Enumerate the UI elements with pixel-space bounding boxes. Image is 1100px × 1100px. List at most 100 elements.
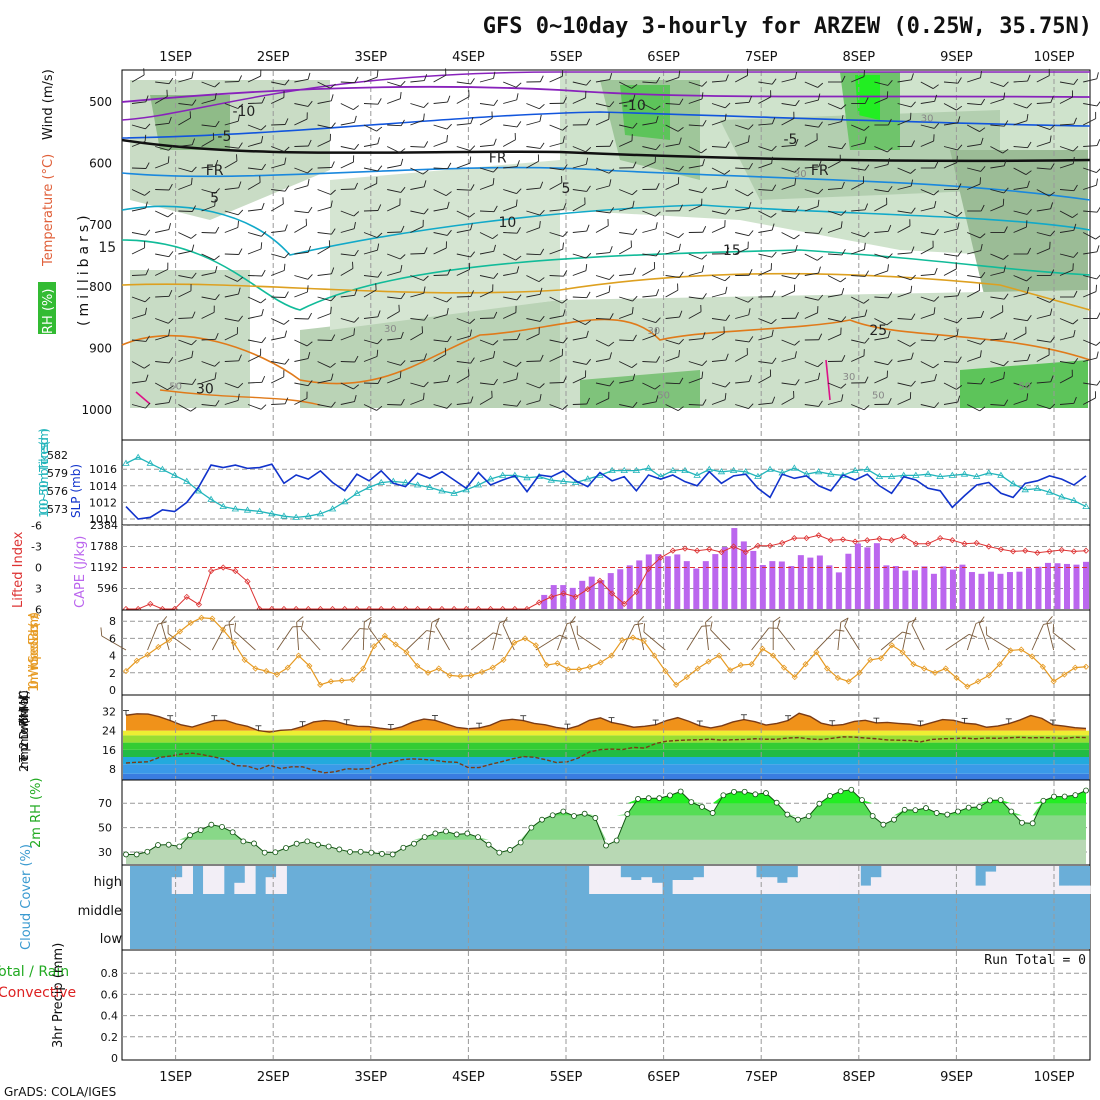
- wind-barb: [456, 396, 474, 405]
- thickness-marker: [146, 459, 155, 466]
- wind-barb-shaft: [572, 318, 586, 326]
- wind-barb: [595, 207, 615, 214]
- wind-barb-flag: [748, 95, 753, 103]
- wind-barb: [526, 327, 540, 341]
- wind-barb: [363, 310, 381, 319]
- wind-barb-flag: [933, 200, 937, 208]
- wind-barb-shaft: [294, 251, 309, 255]
- wind-barb-shaft: [131, 274, 147, 276]
- thickness-marker: [693, 471, 701, 478]
- wind-barb: [897, 219, 911, 233]
- wind-barb-flag: [678, 338, 684, 345]
- cloud-bar: [630, 880, 642, 894]
- wind-barb-flag: [771, 357, 777, 364]
- thickness-marker: [353, 489, 361, 496]
- wind-barb: [897, 313, 916, 320]
- wind-barb-flag: [934, 334, 939, 342]
- wind-barb: [131, 268, 150, 276]
- wind-barb-flag: [1072, 263, 1074, 271]
- wind-barb: [363, 204, 382, 212]
- wind-barb-flag: [864, 376, 869, 383]
- wind-barb-shaft: [271, 81, 285, 86]
- wind-barb-flag: [237, 382, 244, 389]
- wind-barb: [851, 136, 867, 147]
- thickness-marker: [875, 472, 884, 479]
- rh-marker: [485, 841, 492, 848]
- wind-barb: [155, 183, 173, 191]
- wind-barb-flag: [400, 360, 406, 366]
- wind-barb-shaft: [595, 318, 611, 320]
- wind-barb-flag: [887, 118, 892, 126]
- cape-bar: [835, 572, 842, 609]
- wind-barb-flag: [516, 400, 522, 407]
- barb-shaft: [577, 633, 601, 651]
- wind-barb-shaft: [433, 247, 447, 255]
- wind-barb-flag: [145, 374, 149, 382]
- wind-barb: [317, 228, 336, 235]
- wind-barb: [619, 373, 636, 384]
- wind-barb-flag: [841, 316, 847, 322]
- wind-barb-flag: [400, 264, 403, 272]
- rh-marker: [699, 803, 705, 810]
- wind-barb: [572, 157, 589, 169]
- wind-barb-flag: [840, 383, 847, 389]
- rh-marker: [315, 841, 321, 848]
- wind-barb-flag: [725, 180, 729, 188]
- wind-barb: [526, 248, 545, 256]
- li-marker: [1010, 548, 1017, 555]
- wind-barb-flag: [423, 314, 429, 321]
- wind-barb-flag: [329, 133, 331, 141]
- wind-barb-shaft: [1013, 275, 1027, 282]
- wind-barb: [526, 382, 545, 389]
- thickness-marker: [1082, 502, 1090, 509]
- wind-barb: [688, 146, 707, 154]
- barb-flag: [100, 627, 103, 637]
- wind-barb-shaft: [479, 103, 494, 106]
- barb-shaft: [911, 624, 925, 651]
- wind-barb-flag: [328, 240, 331, 248]
- wind-barb-flag: [609, 179, 612, 186]
- wind-barb: [340, 328, 355, 341]
- wind-barb: [155, 251, 174, 258]
- wind-barb-shaft: [503, 272, 518, 276]
- wind-barb-shaft: [735, 124, 749, 130]
- wind-barb-flag: [400, 331, 404, 339]
- wind-barb-shaft: [271, 253, 285, 259]
- wind-barb: [990, 146, 1009, 154]
- wind-barb: [1036, 189, 1055, 197]
- wind-barb-flag: [306, 112, 308, 120]
- wind-barb-shaft: [410, 275, 424, 281]
- wind-barb-shaft: [1083, 357, 1097, 362]
- wind-barb: [224, 287, 241, 298]
- wind-barb: [758, 210, 777, 218]
- wind-barb-10m: [1031, 622, 1052, 651]
- wind-barb-flag: [794, 351, 797, 358]
- wind-barb-flag: [516, 266, 520, 273]
- wind-barb-flag: [817, 93, 821, 101]
- wind-barb-shaft: [874, 337, 889, 341]
- wind-barb-flag: [214, 199, 216, 207]
- wind-barb: [1082, 391, 1097, 405]
- wind-barb-shaft: [201, 99, 216, 104]
- wind-barb-shaft: [804, 81, 818, 88]
- wind-speed-marker: [565, 666, 572, 673]
- credit-label: GrADS: COLA/IGES: [4, 1085, 116, 1099]
- wind-barb-shaft: [758, 146, 772, 152]
- wind-barb-flag: [1096, 206, 1100, 213]
- wind-barb-flag: [515, 199, 518, 207]
- wind-barb: [1059, 396, 1077, 405]
- wind-barb-shaft: [943, 318, 958, 324]
- wind-barb-flag: [631, 306, 634, 314]
- wind-barb-shaft: [758, 318, 772, 325]
- wind-barb-flag: [1025, 326, 1027, 334]
- wind-barb: [410, 392, 425, 405]
- wind-barb-shaft: [317, 313, 331, 319]
- wind-barb-shaft: [874, 97, 888, 104]
- wind-barb: [804, 253, 823, 261]
- wind-barb: [201, 372, 217, 384]
- wind-barb-flag: [1095, 284, 1097, 292]
- wind-barb: [943, 77, 962, 84]
- rh-marker: [528, 824, 535, 831]
- wind-barb-flag: [330, 94, 334, 101]
- wind-barb: [595, 140, 614, 147]
